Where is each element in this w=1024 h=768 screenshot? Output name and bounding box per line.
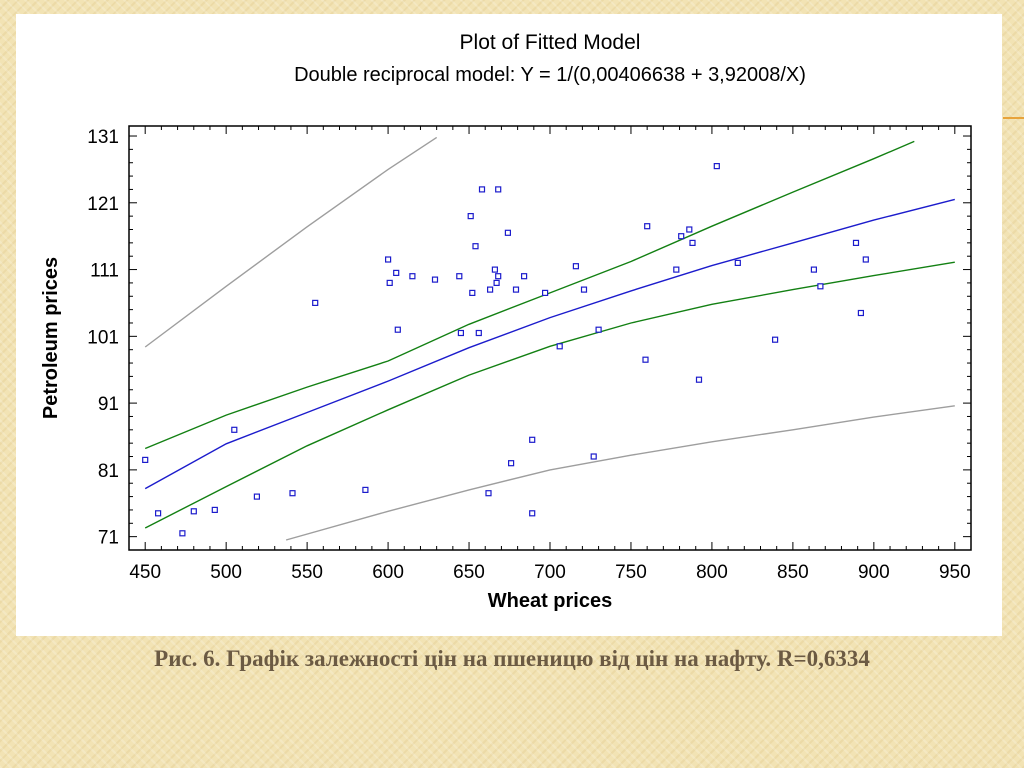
ticks-layer: 450 500 550 600 650 700 750 800 850 900 950 71 81 91 1… xyxy=(87,126,971,583)
prediction-upper-line xyxy=(144,136,438,348)
data-point xyxy=(817,283,824,290)
series-layer xyxy=(144,136,955,541)
data-point xyxy=(529,436,536,443)
data-point xyxy=(312,299,319,306)
x-tick-label: 800 xyxy=(696,562,728,583)
data-point xyxy=(852,239,860,246)
chart-panel: Plot of Fitted Model Double reciprocal m… xyxy=(16,14,1002,636)
data-point xyxy=(529,510,536,517)
data-point xyxy=(362,486,369,493)
x-tick-label: 550 xyxy=(291,562,323,583)
data-point xyxy=(695,376,703,383)
data-point xyxy=(495,273,502,280)
y-tick-label: 131 xyxy=(87,127,119,148)
data-point xyxy=(394,326,401,333)
x-tick-label: 950 xyxy=(939,562,971,583)
data-point xyxy=(231,426,238,433)
data-point xyxy=(495,186,502,193)
data-point xyxy=(393,269,400,276)
data-point xyxy=(734,259,741,266)
data-point xyxy=(487,286,494,293)
points-layer xyxy=(142,163,869,537)
x-tick-label: 900 xyxy=(858,562,890,583)
data-point xyxy=(485,490,492,497)
x-axis-label: Wheat prices xyxy=(488,590,612,612)
confidence-lower-line xyxy=(144,261,955,529)
prediction-lower-line xyxy=(285,405,955,541)
data-point xyxy=(472,243,479,250)
data-point xyxy=(190,508,197,515)
x-tick-label: 700 xyxy=(534,562,566,583)
slide-accent-line xyxy=(1003,117,1024,119)
x-tick-label: 450 xyxy=(129,562,161,583)
data-point xyxy=(179,530,186,537)
data-point xyxy=(713,163,720,170)
slide-caption: Рис. 6. Графік залежності цін на пшеницю… xyxy=(154,646,870,671)
data-point xyxy=(512,286,520,293)
data-point xyxy=(810,266,818,273)
y-axis-label: Petroleum prices xyxy=(40,257,62,419)
chart-svg: Plot of Fitted Model Double reciprocal m… xyxy=(40,31,972,612)
data-point xyxy=(673,266,680,273)
y-tick-label: 71 xyxy=(98,528,119,549)
data-point xyxy=(457,329,464,337)
data-point xyxy=(686,226,693,233)
data-point xyxy=(155,510,162,517)
chart-title: Plot of Fitted Model xyxy=(460,31,641,54)
data-point xyxy=(521,273,528,280)
fitted-model-line xyxy=(144,198,955,490)
data-point xyxy=(431,276,439,283)
x-tick-label: 600 xyxy=(372,562,404,583)
data-point xyxy=(771,336,779,343)
x-tick-label: 850 xyxy=(777,562,809,583)
data-point xyxy=(541,289,549,296)
data-point xyxy=(862,256,869,263)
data-point xyxy=(478,186,486,193)
data-point xyxy=(590,453,597,460)
y-tick-label: 81 xyxy=(98,461,119,482)
data-point xyxy=(580,286,588,293)
x-tick-label: 500 xyxy=(210,562,242,583)
data-point xyxy=(456,273,463,280)
data-point xyxy=(289,490,296,497)
y-tick-label: 101 xyxy=(87,327,119,348)
data-point xyxy=(556,343,563,350)
data-point xyxy=(508,460,515,467)
y-tick-label: 91 xyxy=(98,394,119,415)
plot-frame xyxy=(128,125,972,551)
x-tick-label: 750 xyxy=(615,562,647,583)
data-point xyxy=(467,213,474,220)
data-point xyxy=(644,223,651,230)
data-point xyxy=(385,256,392,263)
data-point xyxy=(142,456,149,463)
data-point xyxy=(253,493,260,500)
chart-subtitle: Double reciprocal model: Y = 1/(0,004066… xyxy=(294,64,806,86)
data-point xyxy=(409,273,416,280)
data-point xyxy=(491,266,498,273)
y-tick-label: 111 xyxy=(90,261,119,282)
data-point xyxy=(386,279,393,286)
y-tick-label: 121 xyxy=(87,194,119,215)
data-point xyxy=(504,229,511,236)
data-point xyxy=(572,263,580,270)
data-point xyxy=(211,506,218,513)
data-point xyxy=(857,309,865,317)
data-point xyxy=(493,279,500,286)
data-point xyxy=(469,289,476,296)
data-point xyxy=(595,326,602,333)
data-point xyxy=(475,329,482,337)
data-point xyxy=(642,356,649,363)
confidence-upper-line xyxy=(144,140,915,450)
data-point xyxy=(689,239,696,246)
data-point xyxy=(678,233,685,240)
x-tick-label: 650 xyxy=(453,562,485,583)
